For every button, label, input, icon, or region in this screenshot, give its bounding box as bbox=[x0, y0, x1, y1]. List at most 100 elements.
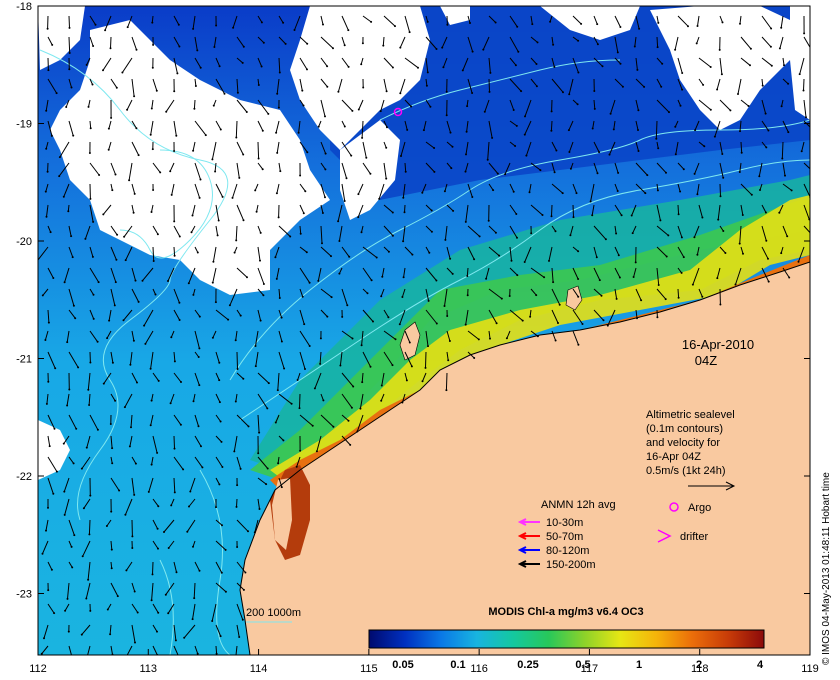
velocity-arrow bbox=[551, 141, 557, 151]
velocity-arrow-tip bbox=[152, 260, 155, 262]
velocity-arrow bbox=[444, 225, 448, 240]
velocity-arrow-tip bbox=[274, 421, 277, 424]
velocity-arrow bbox=[110, 288, 116, 306]
velocity-arrow bbox=[404, 162, 407, 172]
velocity-arrow bbox=[357, 183, 364, 195]
velocity-arrow-tip bbox=[235, 136, 238, 139]
velocity-arrow-tip bbox=[77, 366, 80, 369]
velocity-arrow bbox=[215, 561, 223, 573]
velocity-arrow-tip bbox=[198, 196, 201, 199]
velocity-arrow bbox=[66, 393, 70, 406]
velocity-arrow bbox=[590, 183, 595, 202]
velocity-arrow-tip bbox=[44, 190, 47, 193]
velocity-arrow bbox=[257, 498, 260, 510]
velocity-arrow-tip bbox=[739, 130, 741, 133]
velocity-arrow bbox=[341, 120, 346, 127]
velocity-arrow bbox=[173, 288, 180, 303]
velocity-arrow-tip bbox=[433, 147, 436, 149]
velocity-arrow bbox=[110, 351, 114, 363]
velocity-arrow bbox=[194, 162, 201, 180]
velocity-arrow bbox=[504, 162, 511, 175]
velocity-arrow-tip bbox=[66, 404, 69, 407]
velocity-arrow bbox=[614, 183, 619, 192]
velocity-arrow bbox=[165, 582, 175, 595]
velocity-arrow bbox=[86, 435, 91, 448]
anmn-legend-arrowhead bbox=[517, 560, 527, 568]
velocity-arrow-tip bbox=[68, 52, 71, 54]
velocity-arrow-tip bbox=[147, 490, 150, 493]
velocity-arrow-tip bbox=[114, 281, 117, 284]
velocity-arrow-tip bbox=[68, 26, 71, 29]
velocity-arrow-tip bbox=[402, 240, 405, 243]
velocity-arrow-tip bbox=[204, 134, 207, 137]
velocity-arrow-tip bbox=[72, 462, 75, 465]
velocity-arrow-tip bbox=[448, 340, 451, 342]
velocity-arrow-tip bbox=[362, 86, 365, 89]
velocity-arrow-tip bbox=[193, 107, 196, 110]
velocity-arrow bbox=[167, 603, 175, 614]
velocity-arrow bbox=[151, 456, 154, 465]
velocity-arrow bbox=[299, 414, 314, 427]
velocity-arrow bbox=[275, 414, 280, 423]
velocity-arrow bbox=[383, 15, 396, 27]
velocity-arrow-tip bbox=[126, 26, 129, 29]
velocity-arrow-tip bbox=[118, 489, 121, 492]
velocity-arrow bbox=[739, 162, 742, 173]
velocity-arrow-tip bbox=[569, 167, 572, 170]
velocity-arrow bbox=[614, 204, 623, 216]
velocity-arrow bbox=[509, 183, 515, 192]
velocity-arrow bbox=[152, 162, 161, 173]
contour-line bbox=[199, 469, 231, 655]
velocity-arrow-tip bbox=[173, 90, 176, 93]
velocity-arrow bbox=[68, 540, 73, 548]
velocity-arrow-tip bbox=[326, 315, 329, 318]
velocity-arrow-tip bbox=[167, 612, 170, 615]
velocity-arrow bbox=[165, 99, 175, 112]
velocity-arrow-tip bbox=[54, 367, 57, 370]
velocity-arrow bbox=[341, 183, 346, 202]
velocity-arrow-tip bbox=[764, 112, 767, 115]
velocity-arrow bbox=[607, 309, 616, 326]
velocity-arrow-tip bbox=[568, 151, 571, 153]
velocity-arrow-tip bbox=[687, 25, 689, 28]
velocity-arrow bbox=[614, 36, 619, 53]
velocity-arrow bbox=[551, 36, 554, 45]
velocity-arrow-tip bbox=[308, 345, 311, 347]
velocity-arrow-tip bbox=[656, 316, 659, 319]
velocity-arrow bbox=[320, 183, 326, 198]
velocity-arrow-tip bbox=[211, 158, 214, 161]
nearshore-water-green bbox=[250, 200, 810, 480]
velocity-arrow-tip bbox=[572, 216, 575, 219]
velocity-arrow bbox=[257, 120, 264, 131]
velocity-arrow-tip bbox=[178, 45, 181, 48]
velocity-arrow bbox=[320, 393, 324, 401]
velocity-arrow bbox=[362, 141, 367, 158]
velocity-arrow-tip bbox=[322, 23, 324, 26]
velocity-arrow-tip bbox=[64, 609, 67, 612]
velocity-arrow bbox=[294, 15, 301, 31]
velocity-arrow bbox=[799, 57, 805, 75]
velocity-arrow-tip bbox=[634, 261, 637, 264]
velocity-arrow bbox=[465, 162, 469, 172]
velocity-arrow-tip bbox=[157, 611, 160, 614]
velocity-arrow-tip bbox=[308, 281, 311, 284]
velocity-arrow-tip bbox=[313, 387, 316, 390]
velocity-arrow-tip bbox=[780, 26, 783, 29]
velocity-arrow bbox=[255, 351, 259, 367]
velocity-arrow-tip bbox=[717, 218, 720, 221]
velocity-arrow bbox=[41, 645, 49, 655]
velocity-arrow-tip bbox=[178, 319, 181, 321]
velocity-arrow-tip bbox=[276, 389, 279, 392]
velocity-arrow bbox=[89, 267, 100, 283]
colorbar-bar bbox=[368, 629, 765, 649]
velocity-arrow-tip bbox=[577, 71, 580, 74]
velocity-arrow bbox=[68, 414, 77, 430]
velocity-arrow-tip bbox=[180, 381, 182, 383]
velocity-arrow-tip bbox=[722, 176, 725, 179]
velocity-arrow bbox=[341, 435, 351, 446]
velocity-arrow bbox=[47, 603, 55, 614]
velocity-arrow-tip bbox=[186, 530, 189, 533]
velocity-arrow bbox=[121, 57, 133, 73]
velocity-arrow-tip bbox=[67, 630, 70, 633]
velocity-arrow-tip bbox=[720, 73, 723, 76]
